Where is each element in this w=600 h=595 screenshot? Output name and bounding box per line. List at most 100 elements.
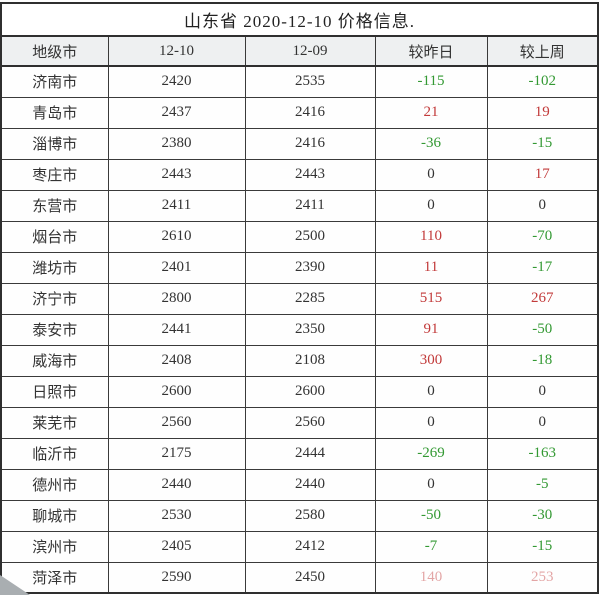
price-12-10-cell: 2560: [107, 406, 246, 439]
vs-yesterday-cell: 0: [374, 158, 488, 191]
city-cell: 枣庄市: [0, 158, 109, 191]
city-cell: 临沂市: [0, 437, 109, 470]
city-cell: 泰安市: [0, 313, 109, 346]
vs-yesterday-cell: 300: [374, 344, 488, 377]
corner-fold-decoration: [0, 575, 30, 595]
column-header-vs-lastweek: 较上周: [486, 35, 599, 67]
city-cell: 聊城市: [0, 499, 109, 532]
price-12-09-cell: 2535: [244, 65, 376, 98]
price-12-09-cell: 2350: [244, 313, 376, 346]
price-12-10-cell: 2401: [107, 251, 246, 284]
city-cell: 淄博市: [0, 127, 109, 160]
vs-lastweek-cell: -30: [486, 499, 599, 532]
vs-lastweek-cell: 0: [486, 406, 599, 439]
vs-yesterday-cell: 21: [374, 96, 488, 129]
vs-lastweek-cell: -15: [486, 127, 599, 160]
price-12-10-cell: 2411: [107, 189, 246, 222]
vs-lastweek-cell: 0: [486, 189, 599, 222]
vs-yesterday-cell: -115: [374, 65, 488, 98]
table-row: 菏泽市 2590 2450 140 253: [0, 561, 599, 594]
vs-lastweek-cell: -70: [486, 220, 599, 253]
city-cell: 济宁市: [0, 282, 109, 315]
city-cell: 莱芜市: [0, 406, 109, 439]
vs-yesterday-cell: -269: [374, 437, 488, 470]
price-12-10-cell: 2380: [107, 127, 246, 160]
city-cell: 青岛市: [0, 96, 109, 129]
table-row: 青岛市 2437 2416 21 19: [0, 96, 599, 129]
page-title: 山东省 2020-12-10 价格信息.: [1, 3, 599, 37]
price-12-09-cell: 2560: [244, 406, 376, 439]
table-row: 烟台市 2610 2500 110 -70: [0, 220, 599, 253]
price-12-10-cell: 2408: [107, 344, 246, 377]
vs-lastweek-cell: -102: [486, 65, 599, 98]
vs-yesterday-cell: 0: [374, 189, 488, 222]
table-row: 德州市 2440 2440 0 -5: [0, 468, 599, 501]
price-12-10-cell: 2590: [107, 561, 246, 594]
table-row: 威海市 2408 2108 300 -18: [0, 344, 599, 377]
city-cell: 潍坊市: [0, 251, 109, 284]
city-cell: 日照市: [0, 375, 109, 408]
column-header-city: 地级市: [0, 35, 109, 67]
table-row: 济南市 2420 2535 -115 -102: [0, 65, 599, 98]
column-header-12-09: 12-09: [244, 35, 376, 67]
vs-yesterday-cell: -36: [374, 127, 488, 160]
price-12-10-cell: 2440: [107, 468, 246, 501]
vs-lastweek-cell: -163: [486, 437, 599, 470]
price-12-09-cell: 2600: [244, 375, 376, 408]
vs-yesterday-cell: 0: [374, 375, 488, 408]
city-cell: 东营市: [0, 189, 109, 222]
price-12-10-cell: 2800: [107, 282, 246, 315]
column-header-12-10: 12-10: [107, 35, 246, 67]
table-row: 济宁市 2800 2285 515 267: [0, 282, 599, 315]
city-cell: 威海市: [0, 344, 109, 377]
vs-lastweek-cell: -15: [486, 530, 599, 563]
price-12-10-cell: 2437: [107, 96, 246, 129]
table-row: 日照市 2600 2600 0 0: [0, 375, 599, 408]
price-12-09-cell: 2108: [244, 344, 376, 377]
vs-yesterday-cell: 91: [374, 313, 488, 346]
city-cell: 烟台市: [0, 220, 109, 253]
price-12-09-cell: 2440: [244, 468, 376, 501]
vs-lastweek-cell: -5: [486, 468, 599, 501]
price-12-09-cell: 2416: [244, 96, 376, 129]
price-12-10-cell: 2443: [107, 158, 246, 191]
table-row: 临沂市 2175 2444 -269 -163: [0, 437, 599, 470]
vs-yesterday-cell: 515: [374, 282, 488, 315]
price-12-10-cell: 2600: [107, 375, 246, 408]
price-12-09-cell: 2411: [244, 189, 376, 222]
table-row: 泰安市 2441 2350 91 -50: [0, 313, 599, 346]
price-12-10-cell: 2610: [107, 220, 246, 253]
title-row: 山东省 2020-12-10 价格信息.: [1, 3, 599, 37]
vs-lastweek-cell: 253: [486, 561, 599, 594]
vs-lastweek-cell: -17: [486, 251, 599, 284]
table-row: 东营市 2411 2411 0 0: [0, 189, 599, 222]
vs-yesterday-cell: 0: [374, 406, 488, 439]
price-12-09-cell: 2444: [244, 437, 376, 470]
table-row: 滨州市 2405 2412 -7 -15: [0, 530, 599, 563]
price-12-10-cell: 2175: [107, 437, 246, 470]
price-12-10-cell: 2441: [107, 313, 246, 346]
price-12-09-cell: 2412: [244, 530, 376, 563]
vs-yesterday-cell: 110: [374, 220, 488, 253]
table-row: 莱芜市 2560 2560 0 0: [0, 406, 599, 439]
price-table-body: 山东省 2020-12-10 价格信息. 地级市 12-10 12-09 较昨日…: [0, 3, 599, 594]
price-12-10-cell: 2530: [107, 499, 246, 532]
vs-lastweek-cell: 267: [486, 282, 599, 315]
table-row: 潍坊市 2401 2390 11 -17: [0, 251, 599, 284]
table-row: 聊城市 2530 2580 -50 -30: [0, 499, 599, 532]
price-12-09-cell: 2443: [244, 158, 376, 191]
column-header-vs-yesterday: 较昨日: [374, 35, 488, 67]
price-12-09-cell: 2416: [244, 127, 376, 160]
price-12-10-cell: 2420: [107, 65, 246, 98]
city-cell: 滨州市: [0, 530, 109, 563]
price-12-09-cell: 2390: [244, 251, 376, 284]
vs-lastweek-cell: 17: [486, 158, 599, 191]
vs-lastweek-cell: -18: [486, 344, 599, 377]
price-12-10-cell: 2405: [107, 530, 246, 563]
vs-lastweek-cell: -50: [486, 313, 599, 346]
vs-lastweek-cell: 19: [486, 96, 599, 129]
vs-yesterday-cell: -50: [374, 499, 488, 532]
table-row: 枣庄市 2443 2443 0 17: [0, 158, 599, 191]
